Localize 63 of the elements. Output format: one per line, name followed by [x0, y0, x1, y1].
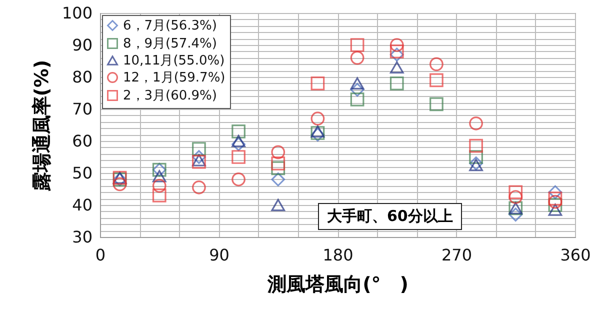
point — [430, 57, 444, 72]
x-tick-label: 180 — [322, 246, 354, 264]
point — [469, 116, 483, 130]
point — [390, 44, 404, 58]
point — [152, 170, 166, 182]
point — [469, 150, 483, 164]
point — [232, 124, 246, 138]
x-tick-label: 270 — [441, 246, 472, 264]
point — [390, 76, 404, 90]
point — [192, 154, 206, 169]
x-tick-label: 360 — [560, 246, 591, 264]
point — [469, 138, 483, 153]
y-tick-label: 100 — [62, 4, 92, 22]
point — [390, 61, 404, 74]
point — [192, 154, 206, 166]
point — [232, 134, 246, 148]
point — [350, 50, 364, 65]
point — [310, 76, 325, 90]
point — [192, 150, 206, 164]
point — [350, 82, 364, 97]
point — [271, 145, 286, 160]
y-tick-label: 40 — [72, 196, 92, 214]
point — [508, 208, 523, 222]
point — [192, 180, 206, 194]
point — [469, 158, 483, 172]
x-tick-label: 90 — [209, 246, 230, 264]
y-tick-label: 50 — [72, 164, 92, 182]
point — [390, 48, 404, 62]
point — [350, 38, 364, 52]
y-tick-label: 60 — [72, 132, 92, 150]
y-tick-label: 70 — [72, 100, 92, 118]
point — [390, 38, 404, 52]
point — [232, 172, 246, 186]
y-tick-label: 80 — [72, 68, 92, 86]
point — [548, 185, 562, 200]
point — [310, 112, 325, 126]
point — [112, 177, 127, 192]
point — [508, 185, 523, 200]
legend-label: 8，9月(57.4%) — [123, 36, 217, 52]
point — [232, 137, 246, 152]
y-axis-title: 露場通風率(%) — [30, 60, 53, 192]
x-tick-label: 0 — [95, 246, 106, 264]
point — [350, 92, 364, 106]
point — [152, 188, 166, 202]
point — [350, 77, 364, 90]
legend-label: 6，7月(56.3%) — [123, 18, 217, 34]
y-tick-label: 30 — [72, 228, 92, 246]
point — [430, 97, 444, 112]
point — [271, 172, 286, 186]
point — [430, 73, 444, 88]
point — [232, 150, 246, 164]
point — [271, 156, 286, 170]
point — [271, 198, 286, 212]
point — [192, 142, 206, 156]
annotation: 大手町、60分以上 — [318, 203, 462, 230]
legend-label: 2，3月(60.9%) — [123, 88, 217, 104]
legend-label: 10,11月(55.0%) — [123, 54, 225, 68]
x-axis-title: 測風塔風向(° ) — [266, 274, 408, 296]
point — [548, 192, 562, 206]
legend-label: 12，1月(59.7%) — [123, 70, 226, 86]
y-tick-label: 90 — [72, 36, 92, 54]
point — [548, 204, 562, 216]
point — [152, 178, 166, 193]
